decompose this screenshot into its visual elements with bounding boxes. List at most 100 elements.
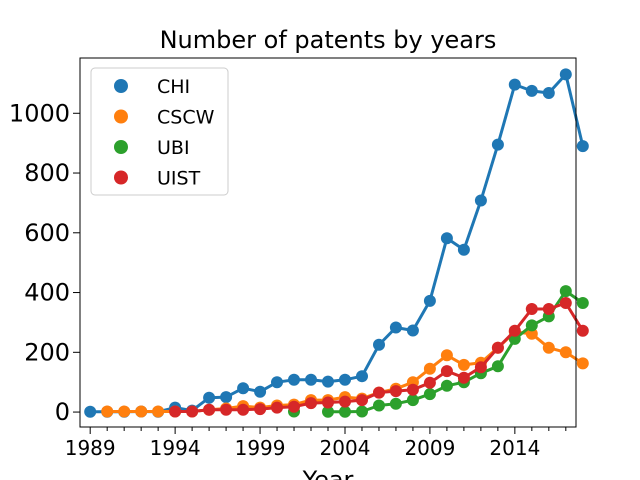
- data-point-uist: [356, 394, 368, 407]
- data-point-uist: [423, 376, 436, 389]
- data-point-chi: [220, 391, 233, 404]
- data-point-chi: [203, 391, 216, 404]
- legend-label: UBI: [157, 137, 190, 159]
- data-point-uist: [288, 400, 300, 413]
- y-tick-label: 600: [24, 219, 70, 247]
- data-point-chi: [491, 138, 504, 151]
- data-point-chi: [356, 370, 368, 383]
- x-tick-label: 1999: [235, 436, 286, 460]
- x-tick-label: 2014: [489, 436, 540, 460]
- x-axis-ticks: 1989 1994 1999 2004 2009 2014: [65, 427, 567, 460]
- data-point-chi: [339, 373, 351, 386]
- data-point-chi: [254, 385, 267, 398]
- data-point-ubi: [440, 379, 453, 392]
- x-tick-label: 1989: [65, 436, 116, 460]
- data-point-ubi: [373, 399, 385, 412]
- data-point-uist: [186, 405, 199, 418]
- data-point-cscw: [101, 405, 114, 418]
- y-tick-label: 800: [24, 159, 70, 187]
- legend-marker-cscw: [114, 109, 128, 124]
- data-point-cscw: [457, 358, 470, 371]
- data-point-ubi: [559, 285, 572, 298]
- data-point-ubi: [576, 297, 589, 309]
- data-point-cscw: [118, 405, 131, 418]
- data-point-uist: [525, 303, 538, 315]
- data-point-chi: [440, 232, 453, 245]
- data-point-uist: [440, 365, 453, 378]
- legend-frame: [90, 67, 229, 196]
- chart-title: Number of patents by years: [160, 26, 497, 54]
- data-point-chi: [271, 376, 283, 389]
- data-point-chi: [525, 84, 538, 97]
- data-point-chi: [237, 382, 250, 395]
- data-point-uist: [474, 361, 487, 374]
- data-point-uist: [508, 324, 521, 337]
- data-point-cscw: [559, 346, 572, 359]
- data-point-chi: [576, 140, 589, 153]
- data-point-uist: [322, 396, 334, 409]
- legend-marker-uist: [114, 170, 128, 185]
- data-point-chi: [305, 373, 317, 386]
- data-point-chi: [389, 321, 402, 334]
- x-axis-label: Year: [302, 466, 354, 480]
- y-tick-label: 400: [24, 279, 70, 307]
- data-point-chi: [542, 87, 555, 99]
- data-point-chi: [373, 338, 385, 351]
- data-point-uist: [254, 403, 267, 416]
- data-point-ubi: [423, 388, 436, 401]
- data-point-uist: [203, 403, 216, 416]
- legend-label: UIST: [157, 168, 201, 190]
- data-point-chi: [457, 243, 470, 256]
- legend-label: CHI: [157, 76, 190, 98]
- data-point-cscw: [152, 405, 165, 418]
- data-point-chi: [288, 373, 300, 386]
- y-axis-ticks: 0 200 400 600 800 1000: [9, 99, 80, 426]
- data-point-ubi: [406, 394, 419, 407]
- legend: CHI CSCW UBI UIST: [90, 67, 229, 196]
- y-tick-label: 0: [55, 398, 70, 426]
- data-point-uist: [237, 403, 250, 416]
- data-point-uist: [271, 401, 283, 414]
- x-tick-label: 1994: [150, 436, 201, 460]
- data-point-ubi: [339, 405, 351, 418]
- data-point-cscw: [525, 327, 538, 340]
- y-tick-label: 200: [24, 338, 70, 366]
- data-point-ubi: [322, 405, 334, 418]
- data-point-uist: [220, 403, 233, 416]
- data-point-chi: [322, 375, 334, 388]
- data-point-ubi: [389, 397, 402, 410]
- data-point-uist: [339, 395, 351, 408]
- legend-label: CSCW: [157, 107, 215, 129]
- legend-marker-chi: [114, 79, 128, 93]
- data-point-uist: [169, 405, 182, 418]
- x-tick-label: 2004: [320, 436, 371, 460]
- data-point-uist: [457, 371, 470, 384]
- legend-marker-ubi: [114, 140, 128, 154]
- data-point-uist: [542, 303, 555, 315]
- data-point-cscw: [135, 405, 148, 418]
- y-tick-label: 1000: [9, 99, 70, 127]
- data-point-chi: [423, 294, 436, 307]
- data-point-uist: [576, 324, 589, 337]
- plot-area: [84, 68, 589, 418]
- data-point-uist: [389, 385, 402, 398]
- data-point-cscw: [440, 349, 453, 362]
- data-point-cscw: [423, 362, 436, 375]
- data-point-chi: [406, 324, 419, 337]
- data-point-chi: [474, 194, 487, 207]
- x-tick-label: 2009: [404, 436, 455, 460]
- data-point-cscw: [542, 341, 555, 354]
- data-point-uist: [373, 386, 385, 399]
- data-point-uist: [305, 397, 317, 410]
- data-point-uist: [559, 297, 572, 309]
- data-point-chi: [84, 405, 97, 418]
- data-point-ubi: [525, 319, 538, 332]
- data-point-ubi: [356, 405, 368, 418]
- data-point-chi: [559, 68, 572, 81]
- data-point-ubi: [491, 360, 504, 373]
- data-point-cscw: [576, 357, 589, 370]
- data-point-chi: [508, 78, 521, 91]
- data-point-uist: [406, 383, 419, 396]
- series-line-ubi: [326, 289, 585, 414]
